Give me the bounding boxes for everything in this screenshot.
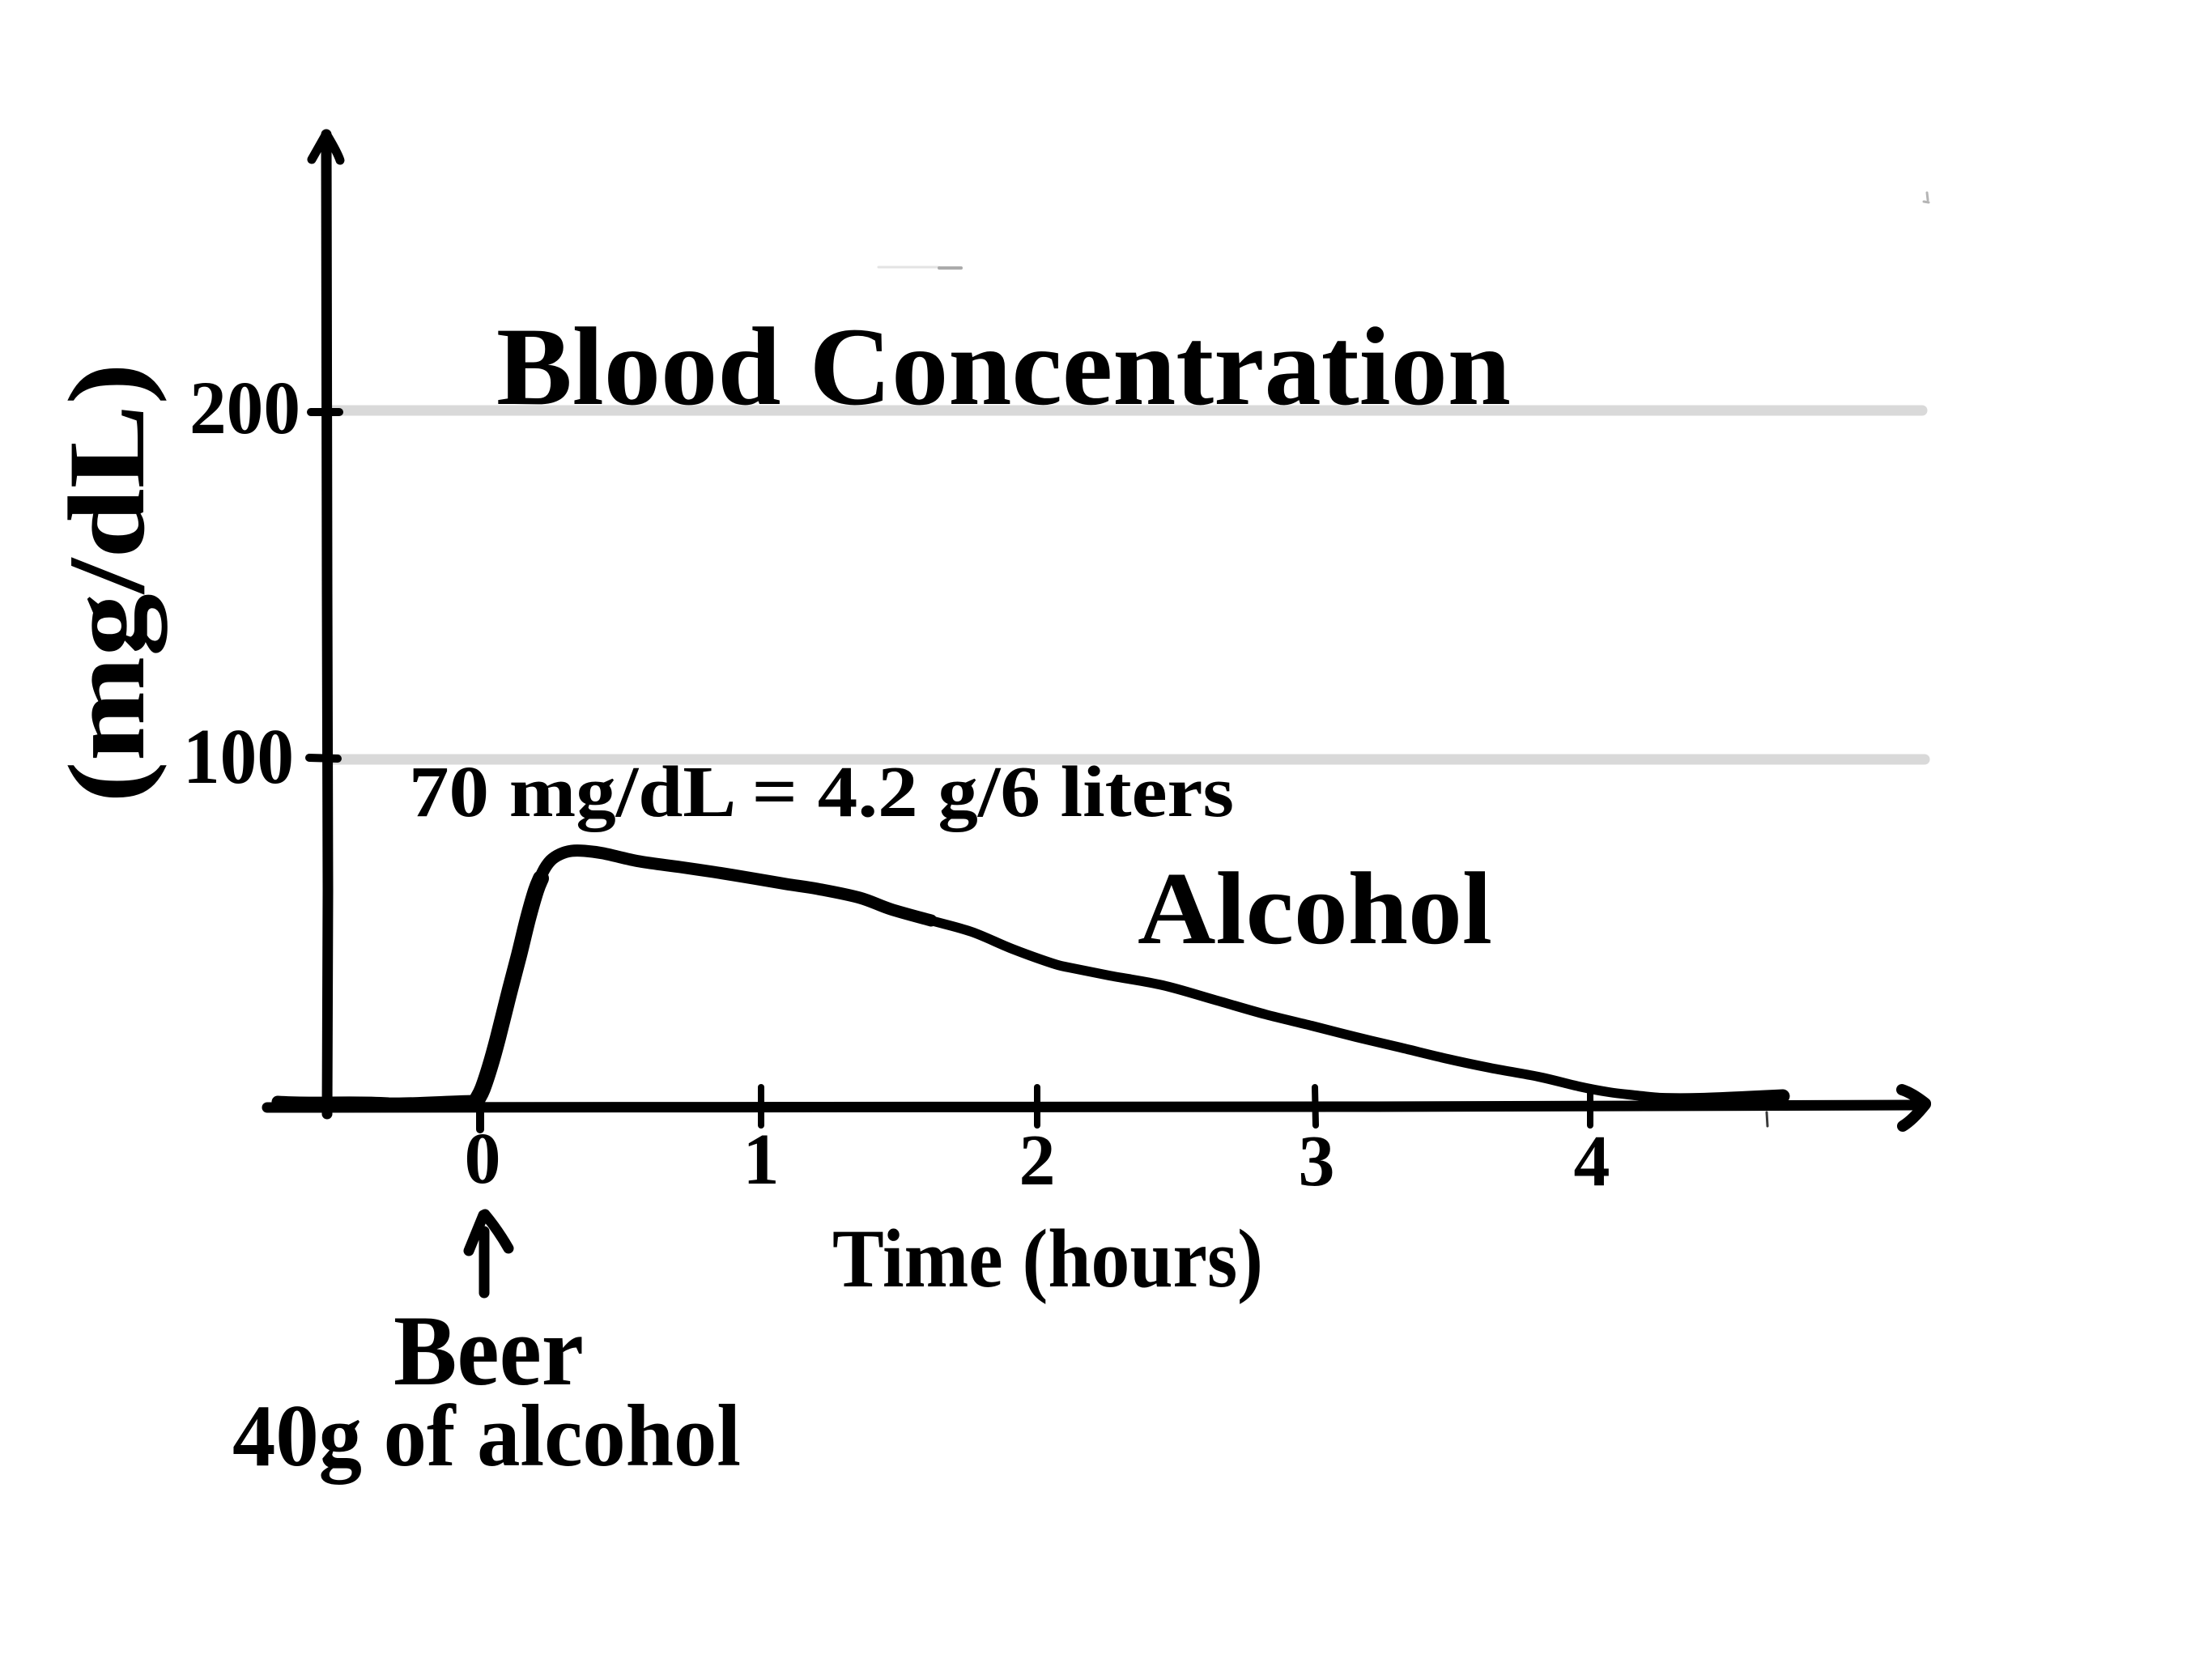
svg-text:2: 2 xyxy=(1019,1120,1056,1201)
svg-text:100: 100 xyxy=(183,713,294,800)
svg-text:70 mg/dL = 4.2 g/6 liters: 70 mg/dL = 4.2 g/6 liters xyxy=(409,752,1234,832)
svg-text:40g of alcohol: 40g of alcohol xyxy=(232,1387,741,1485)
svg-text:0: 0 xyxy=(465,1119,501,1199)
svg-text:(mg/dL): (mg/dL) xyxy=(47,363,168,803)
svg-text:1: 1 xyxy=(743,1120,780,1200)
svg-text:Blood Concentration: Blood Concentration xyxy=(496,304,1511,428)
svg-text:Beer: Beer xyxy=(393,1295,584,1406)
svg-text:4: 4 xyxy=(1574,1121,1610,1201)
svg-text:3: 3 xyxy=(1299,1121,1335,1201)
svg-text:Time (hours): Time (hours) xyxy=(832,1213,1263,1305)
svg-text:Alcohol: Alcohol xyxy=(1138,851,1492,966)
svg-text:200: 200 xyxy=(189,367,300,450)
